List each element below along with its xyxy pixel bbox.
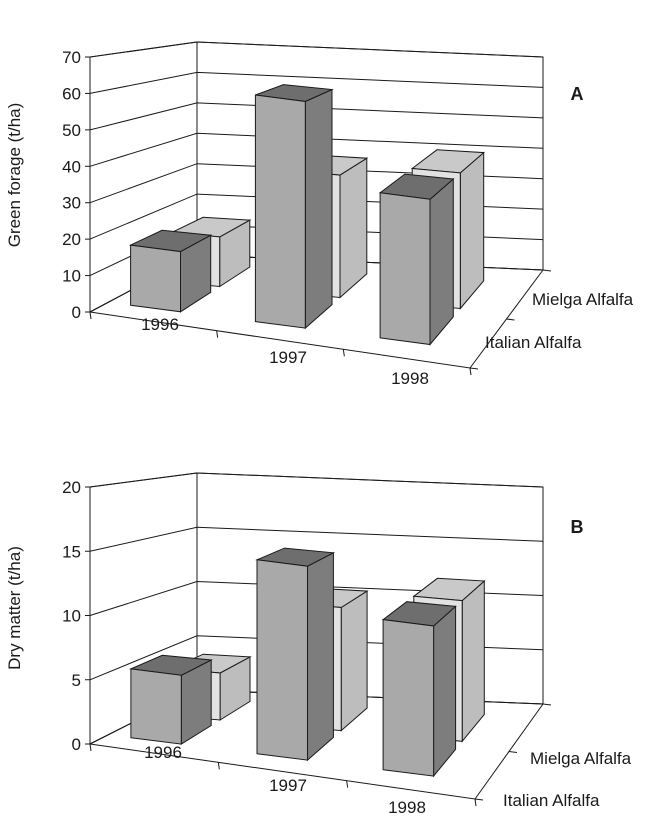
bar-italian-alfalfa-1998 <box>378 173 455 346</box>
depth-tick <box>542 269 552 272</box>
bar-front-face <box>254 94 306 329</box>
bar-front-face <box>382 619 435 777</box>
bar-italian-alfalfa-1997 <box>254 84 334 330</box>
bar-side-face <box>304 88 333 330</box>
bar-front-face <box>130 668 182 745</box>
y-tick-label: 5 <box>72 671 81 690</box>
y-tick-label: 20 <box>62 478 81 497</box>
y-tick-label: 0 <box>72 303 81 322</box>
x-tick <box>469 367 472 376</box>
depth-tick <box>508 751 518 753</box>
x-tick <box>346 780 349 788</box>
depth-tick <box>474 798 484 801</box>
bar-italian-alfalfa-1996 <box>129 654 213 745</box>
bar-italian-alfalfa-1997 <box>255 547 336 762</box>
y-tick-label: 40 <box>62 157 81 176</box>
bar-side-face <box>433 605 457 778</box>
y-tick-label: 60 <box>62 84 81 103</box>
bar-front-face <box>379 192 431 346</box>
gridline <box>89 472 544 488</box>
y-tick-label: 0 <box>72 735 81 754</box>
gridline <box>89 132 544 167</box>
x-tick-label: 1996 <box>144 743 182 762</box>
chart-panel-a: 0 10 20 30 40 50 60 70 1996 1997 1998 Mielga Alfalf… <box>5 41 634 388</box>
y-axis-label: Green forage (t/ha) <box>5 103 24 248</box>
y-axis-label: Dry matter (t/ha) <box>5 546 24 670</box>
panel-letter: A <box>571 84 584 104</box>
y-tick-label: 30 <box>62 194 81 213</box>
bar-side-face <box>429 177 454 346</box>
bar-front-face <box>130 244 181 313</box>
x-tick-label: 1998 <box>391 369 429 388</box>
y-tick-label: 70 <box>62 48 81 67</box>
y-tick-label: 15 <box>62 542 81 561</box>
x-tick <box>216 330 219 338</box>
x-tick <box>89 311 92 320</box>
x-tick-label: 1996 <box>141 315 179 334</box>
y-tick-label: 20 <box>62 230 81 249</box>
bar-italian-alfalfa-1998 <box>381 601 457 778</box>
x-tick-label: 1997 <box>269 776 307 795</box>
x-tick <box>474 798 477 807</box>
x-tick-label: 1997 <box>269 348 307 367</box>
series-label: Mielga Alfalfa <box>530 749 632 768</box>
y-tick-label: 50 <box>62 121 81 140</box>
chart-panel-b: 0 5 10 15 20 1996 1997 1998 Mielga Alfalfa Italia… <box>5 472 632 816</box>
bar-front-face <box>256 559 308 761</box>
gridline <box>89 102 544 131</box>
bar-side-face <box>340 590 368 732</box>
bar-side-face <box>339 157 368 299</box>
x-tick-label: 1998 <box>388 798 426 816</box>
y-tick-label: 10 <box>62 267 81 286</box>
gridline <box>89 71 544 94</box>
bar-italian-alfalfa-1996 <box>128 229 213 313</box>
depth-tick <box>542 703 552 706</box>
x-tick <box>89 743 92 752</box>
depth-tick <box>506 318 515 321</box>
y-tick-label: 10 <box>62 607 81 626</box>
gridline <box>89 41 544 58</box>
panel-letter: B <box>571 517 584 537</box>
x-tick <box>217 762 220 770</box>
bar-side-face <box>459 151 485 310</box>
bar-side-face <box>307 551 334 762</box>
series-label: Italian Alfalfa <box>485 333 582 352</box>
depth-tick <box>469 367 479 370</box>
gridline <box>89 526 544 552</box>
series-label: Italian Alfalfa <box>503 791 600 810</box>
bar-side-face <box>461 579 485 743</box>
x-tick <box>342 349 345 357</box>
series-label: Mielga Alfalfa <box>532 290 634 309</box>
